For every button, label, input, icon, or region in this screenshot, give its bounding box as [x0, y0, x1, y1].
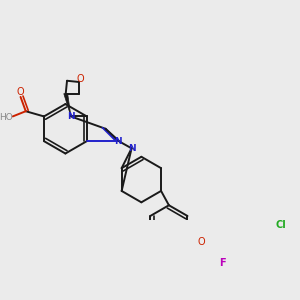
Text: N: N [114, 137, 122, 146]
Text: Cl: Cl [275, 220, 286, 230]
Text: N: N [67, 112, 75, 121]
Polygon shape [64, 94, 71, 116]
Text: O: O [198, 237, 206, 247]
Text: F: F [220, 257, 226, 268]
Text: O: O [77, 74, 84, 84]
Text: O: O [17, 87, 24, 98]
Text: HO: HO [0, 113, 13, 122]
Text: N: N [128, 144, 135, 153]
